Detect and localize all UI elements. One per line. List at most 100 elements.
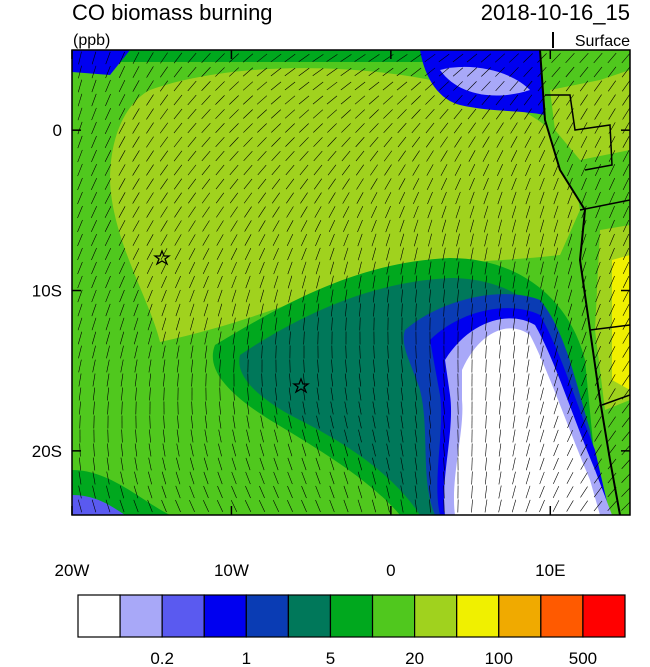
wind-vector bbox=[329, 261, 335, 275]
wind-vector bbox=[608, 374, 616, 386]
wind-vector bbox=[415, 373, 417, 387]
wind-vector bbox=[312, 109, 324, 119]
wind-vector bbox=[284, 53, 296, 63]
wind-vector bbox=[400, 415, 404, 429]
wind-vector bbox=[553, 191, 559, 205]
wind-vector bbox=[622, 94, 630, 106]
wind-vector bbox=[369, 123, 379, 133]
wind-vector bbox=[552, 486, 560, 498]
wind-vector bbox=[327, 150, 337, 162]
wind-vector bbox=[412, 178, 420, 190]
colorbar-label: 1 bbox=[242, 649, 251, 667]
wind-vector bbox=[482, 122, 490, 134]
wind-vector bbox=[132, 234, 140, 246]
wind-vector bbox=[242, 81, 254, 91]
wind-vector bbox=[190, 429, 194, 443]
wind-vector bbox=[118, 192, 126, 204]
wind-vector bbox=[315, 485, 321, 499]
wind-vector bbox=[284, 67, 296, 77]
wind-vector bbox=[148, 359, 152, 373]
wind-vector bbox=[301, 471, 307, 485]
wind-vector bbox=[526, 233, 530, 247]
wind-vector bbox=[471, 317, 473, 331]
wind-vector bbox=[329, 443, 335, 457]
wind-vector bbox=[331, 317, 333, 331]
wind-vector bbox=[387, 359, 389, 373]
wind-vector bbox=[357, 247, 363, 261]
wind-vector bbox=[146, 178, 154, 190]
wind-vector bbox=[217, 303, 223, 317]
wind-vector bbox=[357, 219, 363, 233]
wind-vector bbox=[132, 164, 140, 176]
wind-vector bbox=[274, 317, 278, 331]
wind-vector bbox=[243, 178, 253, 190]
wind-vector bbox=[526, 317, 530, 331]
wind-vector bbox=[201, 122, 211, 134]
wind-vector bbox=[621, 473, 630, 483]
colorbar-label: 5 bbox=[326, 649, 335, 667]
wind-vector bbox=[298, 54, 310, 62]
wind-vector bbox=[274, 303, 278, 317]
wind-vector bbox=[371, 219, 377, 233]
wind-vector bbox=[373, 359, 375, 373]
wind-vector bbox=[512, 303, 516, 317]
wind-vector bbox=[148, 373, 152, 387]
wind-vector bbox=[79, 457, 81, 471]
wind-vector bbox=[133, 331, 139, 345]
wind-vector bbox=[540, 261, 544, 275]
wind-vector bbox=[621, 501, 630, 511]
wind-vector bbox=[499, 401, 501, 415]
wind-vector bbox=[485, 317, 487, 331]
wind-vector bbox=[553, 443, 559, 457]
wind-vector bbox=[581, 177, 587, 191]
wind-vector bbox=[271, 123, 281, 133]
wind-vector bbox=[453, 108, 463, 120]
wind-vector bbox=[540, 303, 544, 317]
wind-vector bbox=[372, 457, 376, 471]
wind-vector bbox=[274, 401, 278, 415]
wind-vector bbox=[443, 443, 445, 457]
wind-vector bbox=[539, 485, 545, 499]
wind-vector bbox=[256, 95, 268, 105]
wind-vector bbox=[245, 485, 251, 499]
wind-vector bbox=[203, 499, 209, 513]
wind-vector bbox=[273, 471, 279, 485]
wind-vector bbox=[233, 359, 235, 373]
wind-vector bbox=[316, 373, 320, 387]
wind-vector bbox=[386, 387, 390, 401]
wind-vector bbox=[526, 331, 530, 345]
wind-vector bbox=[105, 331, 111, 345]
field-band bbox=[453, 328, 600, 515]
wind-vector bbox=[553, 205, 559, 219]
wind-vector bbox=[219, 387, 221, 401]
wind-vector bbox=[354, 81, 366, 91]
wind-vector bbox=[595, 289, 601, 303]
wind-vector bbox=[581, 345, 587, 359]
wind-vector bbox=[149, 429, 151, 443]
lat-label: 10S bbox=[32, 282, 62, 301]
wind-vector bbox=[621, 444, 630, 456]
wind-vector bbox=[272, 499, 280, 513]
wind-vector bbox=[104, 247, 112, 261]
wind-vector bbox=[79, 443, 81, 457]
wind-vector bbox=[275, 373, 277, 387]
wind-vector bbox=[315, 247, 321, 261]
wind-vector bbox=[232, 331, 236, 345]
wind-vector bbox=[301, 457, 307, 471]
wind-vector bbox=[274, 387, 278, 401]
wind-vector bbox=[271, 137, 281, 147]
wind-vector bbox=[173, 94, 183, 106]
wind-vector bbox=[230, 206, 238, 218]
wind-vector bbox=[219, 401, 221, 415]
wind-vector bbox=[77, 205, 83, 219]
wind-vector bbox=[331, 359, 333, 373]
wind-vector bbox=[371, 247, 377, 261]
wind-vector bbox=[219, 359, 221, 373]
wind-vector bbox=[316, 415, 320, 429]
wind-vector bbox=[174, 192, 182, 204]
wind-vector bbox=[147, 289, 153, 303]
wind-vector bbox=[78, 65, 82, 79]
wind-vector bbox=[147, 275, 153, 289]
wind-vector bbox=[357, 471, 363, 485]
wind-vector bbox=[202, 234, 210, 246]
